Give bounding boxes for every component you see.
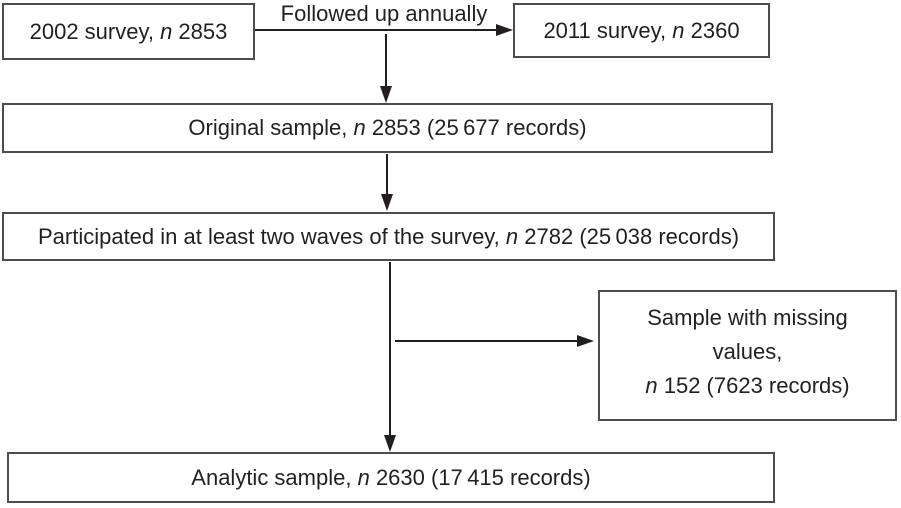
box-missing-line3: n 152 (7623 records) [645,369,849,403]
box-original-text-prefix: Original sample, [188,115,354,141]
box-2011-survey: 2011 survey, n 2360 [513,3,770,58]
box-2002-text-suffix: 2853 [172,18,228,44]
box-missing-line1: Sample with missing [647,305,848,330]
box-participated-text-suffix: 2782 (25 038 records) [518,223,740,249]
box-2002-text-prefix: 2002 survey, [29,18,161,44]
box-original-text-suffix: 2853 (25 677 records) [365,115,587,141]
box-participated-text-prefix: Participated in at least two waves of th… [37,223,506,249]
arrow-followup-right [255,24,513,36]
box-analytic-sample: Analytic sample, n 2630 (17 415 records) [7,452,775,503]
followup-edge-label: Followed up annually [280,1,488,26]
box-2011-text-prefix: 2011 survey, [543,17,673,43]
box-2011-n-symbol: n [672,17,685,43]
box-missing-values: Sample with missing values, n 152 (7623 … [598,290,897,421]
box-2011-text-suffix: 2360 [684,17,740,43]
box-participated-two-waves: Participated in at least two waves of th… [2,212,775,261]
arrow-down-to-analytic [384,262,396,452]
arrow-down-to-participated [381,154,393,211]
box-missing-line2: values, [712,339,783,364]
box-missing-n-symbol: n [645,373,658,398]
box-analytic-text-prefix: Analytic sample, [191,464,358,490]
box-missing-line3-suffix: 152 (7623 records) [657,373,850,398]
box-2002-survey: 2002 survey, n 2853 [2,3,255,60]
box-original-sample: Original sample, n 2853 (25 677 records) [2,103,773,153]
box-original-n-symbol: n [353,115,366,141]
box-analytic-n-symbol: n [357,464,370,490]
box-analytic-text-suffix: 2630 (17 415 records) [369,464,591,490]
box-participated-n-symbol: n [505,223,519,249]
arrow-right-to-missing [395,335,594,347]
box-2002-n-symbol: n [160,18,173,44]
arrow-down-to-original [380,34,392,103]
